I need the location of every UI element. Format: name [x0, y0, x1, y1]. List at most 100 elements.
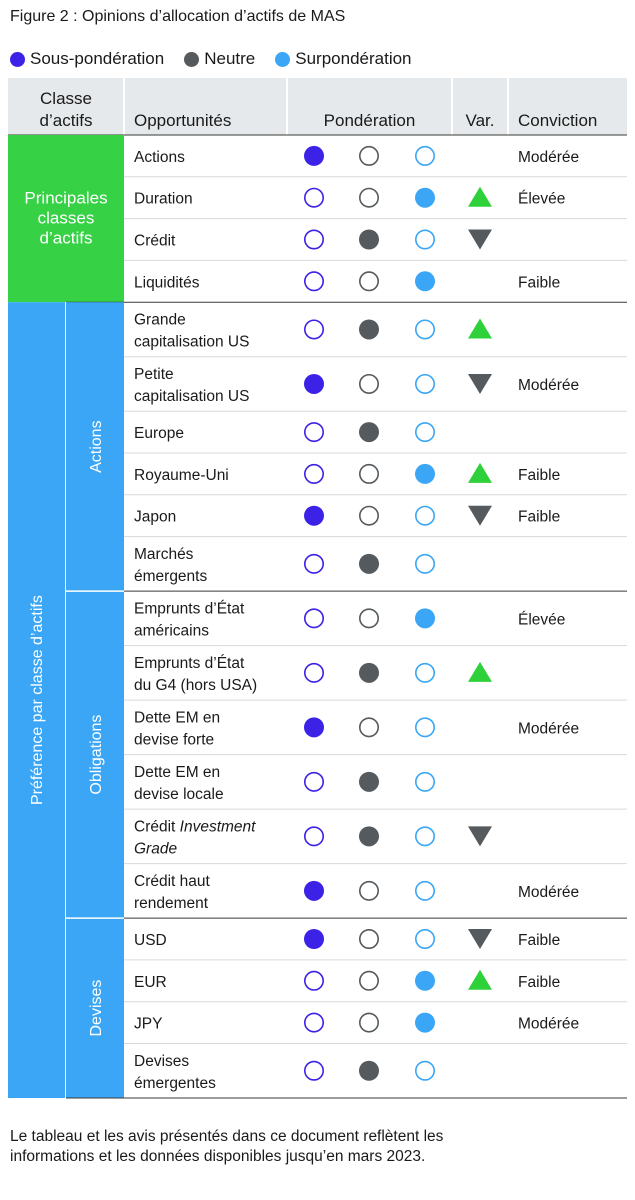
- header-asset-class-line-1: Classe: [40, 89, 92, 108]
- legend-label-over: Surpondération: [295, 49, 412, 68]
- weight-dot-4-neutral-filled: [359, 319, 379, 340]
- legend-label-neutral: Neutre: [204, 49, 256, 68]
- legend: Sous-pondération Neutre Surpondération: [10, 49, 432, 69]
- opportunity-label-19-line-1: émergentes: [134, 1075, 216, 1092]
- opportunity-label-13-line-1: devise locale: [134, 786, 224, 803]
- weight-dot-10-over-filled: [415, 608, 435, 629]
- header-var: Var.: [466, 111, 495, 130]
- opportunity-label-11-line-0: Emprunts d’État: [134, 655, 245, 672]
- weight-dot-4-over-empty: [414, 319, 435, 340]
- weight-dot-3-neutral-empty: [358, 271, 379, 292]
- opportunity-label-17-line-0: EUR: [134, 974, 167, 991]
- conviction-10: Élevée: [518, 611, 565, 628]
- weight-dot-17-over-filled: [415, 970, 435, 991]
- opportunity-label-13-line-0: Dette EM en: [134, 764, 220, 781]
- var-up-icon-7: [468, 462, 492, 483]
- weight-dot-2-under-empty: [303, 229, 324, 250]
- subgroup-band-1-2: [66, 918, 124, 1098]
- opportunity-label-19-line-0: Devises: [134, 1053, 189, 1070]
- weight-dot-0-over-empty: [414, 145, 435, 166]
- subgroup-label-1-0: Actions: [88, 420, 105, 472]
- group-label-0-line-1: classes: [38, 209, 95, 228]
- opportunity-label-15-line-0: Crédit haut: [134, 873, 211, 890]
- weight-dot-18-over-filled: [415, 1012, 435, 1033]
- weight-dot-12-under-filled: [304, 717, 324, 738]
- opportunity-label-14-line-1: Grade: [134, 840, 177, 857]
- weight-dot-19-under-empty: [303, 1060, 324, 1081]
- var-up-icon-4: [468, 318, 492, 339]
- opportunity-label-15-line-1: rendement: [134, 895, 209, 912]
- opportunity-label-10-line-0: Emprunts d’État: [134, 600, 245, 617]
- weight-dot-1-over-filled: [415, 187, 435, 208]
- weight-dot-0-under-filled: [304, 145, 324, 166]
- weight-dot-14-neutral-filled: [359, 826, 379, 847]
- subgroup-label-1-1: Obligations: [88, 715, 105, 795]
- weight-dot-15-under-filled: [304, 880, 324, 901]
- opportunity-label-12-line-1: devise forte: [134, 731, 214, 748]
- weight-dot-5-under-filled: [304, 373, 324, 394]
- weight-dot-16-under-filled: [304, 929, 324, 949]
- allocation-table: Classe d’actifs Opportunités Pondération Var…: [8, 78, 627, 1099]
- legend-label-under: Sous-pondération: [30, 49, 165, 68]
- opportunity-label-6-line-0: Europe: [134, 425, 184, 442]
- opportunity-label-2-line-0: Crédit: [134, 233, 176, 250]
- opportunity-label-18-line-0: JPY: [134, 1016, 162, 1033]
- var-down-icon-16: [468, 929, 492, 949]
- weight-dot-15-neutral-empty: [358, 880, 379, 901]
- group-label-1: Préférence par classe d’actifs: [29, 595, 46, 805]
- weight-dot-12-neutral-empty: [358, 717, 379, 738]
- weight-dot-6-neutral-filled: [359, 422, 379, 443]
- opportunity-label-9-line-0: Marchés: [134, 546, 194, 563]
- opportunity-label-12-line-0: Dette EM en: [134, 709, 220, 726]
- group-label-0-line-0: Principales: [24, 189, 107, 208]
- weight-dot-13-over-empty: [414, 771, 435, 792]
- legend-item-over: Surpondération: [275, 49, 412, 69]
- header-background: [8, 78, 627, 135]
- footnote-line-2: informations et les données disponibles …: [10, 1148, 426, 1165]
- opportunity-label-0-line-0: Actions: [134, 149, 185, 166]
- var-up-icon-1: [468, 186, 492, 207]
- group-band-0: [8, 135, 124, 303]
- group-label-0-line-2: d’actifs: [40, 229, 93, 248]
- weight-dot-3-over-filled: [415, 271, 435, 292]
- conviction-1: Élevée: [518, 191, 565, 208]
- header-weighting: Pondération: [324, 111, 416, 130]
- conviction-3: Faible: [518, 274, 560, 291]
- var-down-icon-5: [468, 373, 492, 394]
- opportunity-label-1-line-0: Duration: [134, 191, 193, 208]
- weight-dot-8-neutral-empty: [358, 505, 379, 526]
- weight-dot-0-neutral-empty: [358, 145, 379, 166]
- weight-dot-13-neutral-filled: [359, 771, 379, 792]
- weight-dot-14-under-empty: [303, 826, 324, 847]
- weight-dot-19-over-empty: [414, 1060, 435, 1081]
- weight-dot-17-neutral-empty: [358, 970, 379, 991]
- conviction-15: Modérée: [518, 884, 579, 901]
- weight-dot-10-neutral-empty: [358, 608, 379, 629]
- footnote: Le tableau et les avis présentés dans ce…: [10, 1127, 610, 1167]
- weight-dot-4-under-empty: [303, 319, 324, 340]
- conviction-5: Modérée: [518, 377, 579, 394]
- conviction-17: Faible: [518, 974, 560, 991]
- weight-dot-6-under-empty: [303, 422, 324, 443]
- header-asset-class-line-2: d’actifs: [40, 111, 93, 130]
- legend-dot-over-icon: [275, 51, 291, 67]
- weight-dot-2-over-empty: [414, 229, 435, 250]
- legend-dot-under-icon: [10, 51, 25, 67]
- weight-dot-8-over-empty: [414, 505, 435, 526]
- conviction-18: Modérée: [518, 1016, 579, 1033]
- weight-dot-18-under-empty: [303, 1012, 324, 1033]
- var-down-icon-2: [468, 229, 492, 250]
- weight-dot-1-neutral-empty: [358, 187, 379, 208]
- opportunity-label-7-line-0: Royaume-Uni: [134, 467, 229, 484]
- weight-dot-5-over-empty: [414, 373, 435, 394]
- weight-dot-7-over-filled: [415, 463, 435, 484]
- weight-dot-15-over-empty: [414, 880, 435, 901]
- conviction-7: Faible: [518, 467, 560, 484]
- weight-dot-7-under-empty: [303, 463, 324, 484]
- conviction-0: Modérée: [518, 149, 579, 166]
- weight-dot-18-neutral-empty: [358, 1012, 379, 1033]
- weight-dot-11-neutral-filled: [359, 662, 379, 683]
- legend-item-neutral: Neutre: [184, 49, 255, 69]
- opportunity-label-11-line-1: du G4 (hors USA): [134, 677, 257, 694]
- weight-dot-9-under-empty: [303, 553, 324, 574]
